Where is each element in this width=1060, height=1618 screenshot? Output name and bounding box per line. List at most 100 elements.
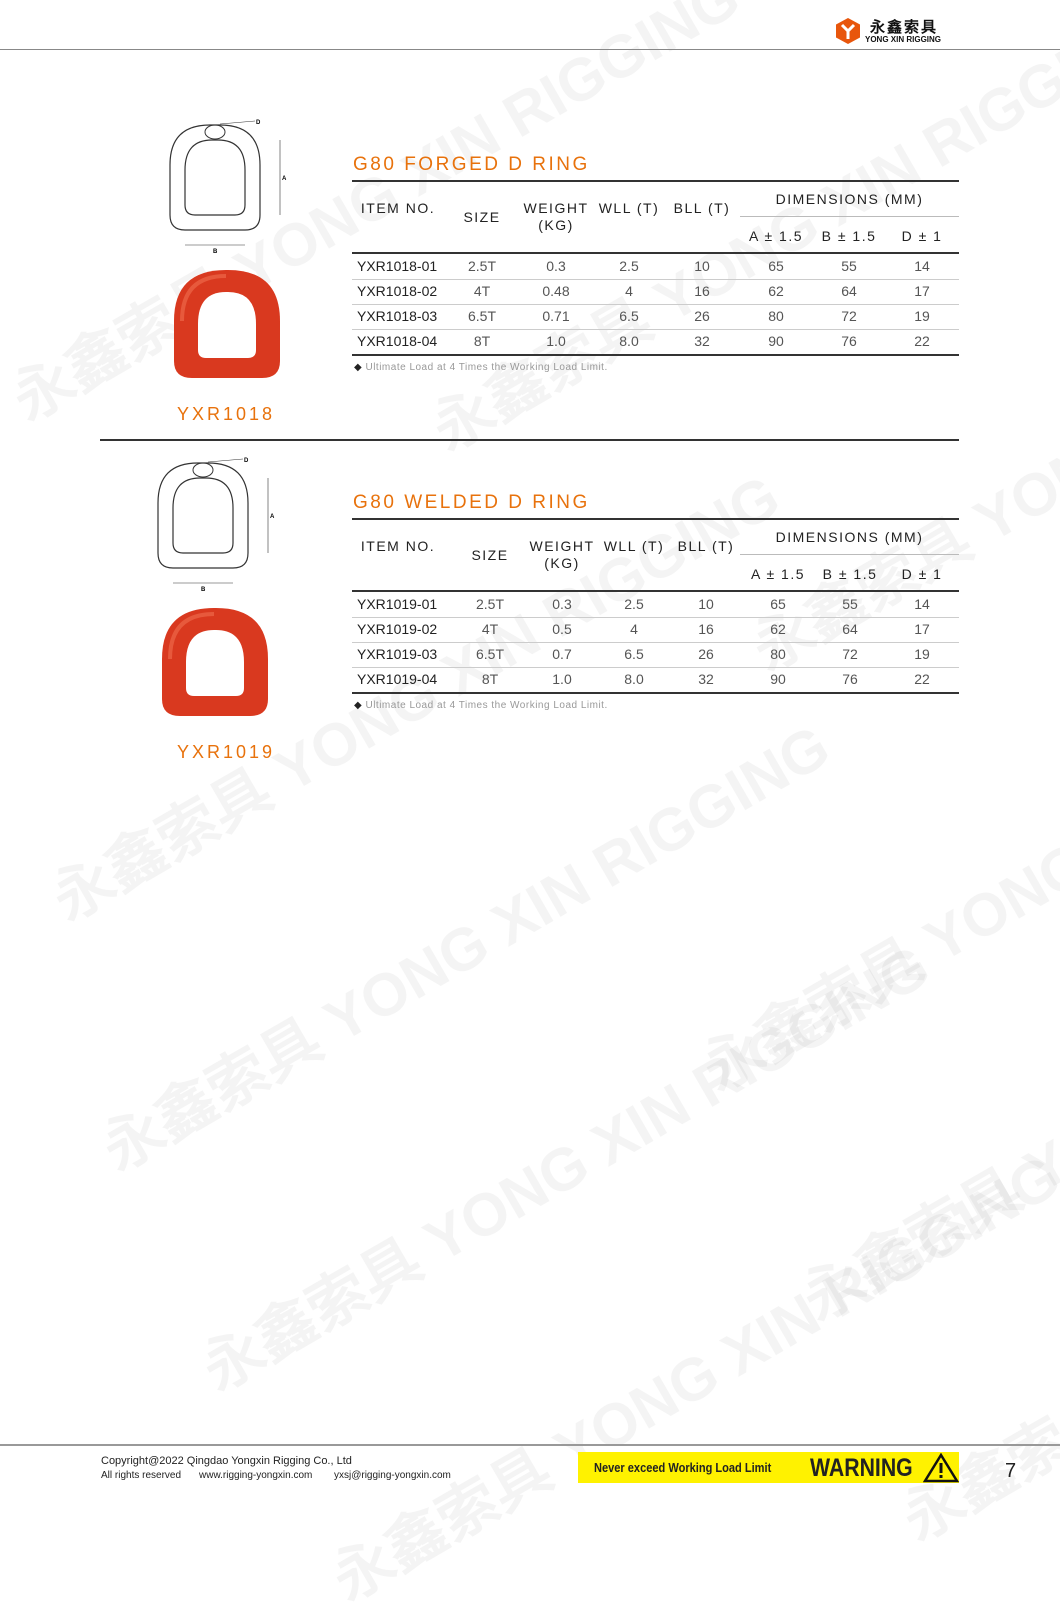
technical-drawing: D A B [169,120,287,255]
row-rule [352,667,959,668]
table-cell: 22 [914,671,930,687]
row-rule [352,642,959,643]
footer-divider [0,1444,1060,1446]
product-code: YXR1019 [177,742,276,762]
header-item: ITEM NO. [360,200,436,216]
table-cell: 80 [770,646,786,662]
table-cell: 90 [768,333,784,349]
table-cell: 32 [694,333,710,349]
table-cell: 2.5 [624,596,644,612]
watermark: 永鑫索具 YONG XIN RIGGING [84,699,843,1188]
header-dim-d: D ± 1 [901,228,943,244]
table-cell: YXR1019-04 [357,671,438,687]
table-cell: 76 [842,671,858,687]
watermark: 永鑫索具 YONG XIN RIGGING [184,919,943,1408]
table-cell: 1.0 [552,671,572,687]
dimension-label-a: A [282,176,287,182]
table-cell: YXR1018-03 [357,308,438,324]
diamond-bullet-icon: ◆ [354,362,363,373]
table-cell: 0.48 [542,283,570,299]
table-cell: 4 [625,283,633,299]
dimension-label-d: D [244,458,249,464]
table-cell: 4 [630,621,638,637]
table-top-rule [352,518,959,520]
row-rule [352,304,959,305]
table-cell: 6.5T [475,646,504,662]
header-wll: WLL (T) [603,538,665,554]
table-cell: 72 [842,646,858,662]
table-cell: 16 [698,621,714,637]
copyright: Copyright@2022 Qingdao Yongxin Rigging C… [101,1455,352,1467]
table-cell: 0.71 [542,308,570,324]
header-bottom-rule [352,590,959,592]
table-note: ◆ Ultimate Load at 4 Times the Working L… [354,700,608,711]
table-cell: 80 [768,308,784,324]
watermark: 永鑫索具 YONG XIN RIGGING [784,849,1060,1338]
header-dim-b: B ± 1.5 [821,228,877,244]
table-cell: 19 [914,308,930,324]
table-cell: 90 [770,671,786,687]
table-cell: YXR1019-03 [357,646,438,662]
header-bottom-rule [352,252,959,254]
product-photo [162,608,268,716]
website-link[interactable]: www.rigging-yongxin.com [199,1470,313,1481]
note-text: Ultimate Load at 4 Times the Working Loa… [365,362,608,373]
table-cell: 22 [914,333,930,349]
table-cell: 14 [914,596,930,612]
brand-hexagon-icon [836,18,860,44]
table-top-rule [352,180,959,182]
table-cell: 0.3 [546,258,566,274]
row-rule [352,692,959,694]
product-photo [174,270,280,378]
table-cell: 0.7 [552,646,572,662]
table-cell: 6.5T [467,308,496,324]
dimension-label-d: D [256,120,261,126]
table-cell: 0.5 [552,621,572,637]
header-weight: WEIGHT (KG) [523,200,589,233]
header-dim-a: A ± 1.5 [749,228,803,244]
header-dim-d: D ± 1 [901,566,943,582]
product-code: YXR1018 [177,404,276,424]
header-dim-a: A ± 1.5 [751,566,805,582]
table-cell: 8.0 [619,333,639,349]
table-cell: 64 [841,283,857,299]
table-cell: 8.0 [624,671,644,687]
table-cell: 62 [770,621,786,637]
table-cell: 65 [768,258,784,274]
table-cell: 26 [694,308,710,324]
brand-name-cn: 永鑫索具 [870,19,939,36]
table-cell: 2.5T [467,258,496,274]
dimensions-rule [740,554,959,555]
page-number: 7 [1005,1460,1017,1482]
table-cell: YXR1019-02 [357,621,438,637]
table-cell: 17 [914,621,930,637]
header-weight: WEIGHT (KG) [529,538,595,571]
table-cell: 8T [481,671,499,687]
row-rule [352,617,959,618]
table-cell: YXR1019-01 [357,596,438,612]
table-note: ◆ Ultimate Load at 4 Times the Working L… [354,362,608,373]
table-cell: 2.5T [475,596,504,612]
header-size: SIZE [471,547,509,563]
header-item: ITEM NO. [360,538,436,554]
table-cell: 4T [481,621,499,637]
section-title: G80 FORGED D RING [353,154,590,175]
table-cell: YXR1018-02 [357,283,438,299]
row-rule [352,354,959,356]
table-cell: 10 [694,258,710,274]
table-cell: 10 [698,596,714,612]
table-cell: 72 [841,308,857,324]
table-cell: 64 [842,621,858,637]
brand-name-en: YONG XIN RIGGING [865,35,942,44]
header-bll: BLL (T) [677,538,735,554]
table-cell: YXR1018-01 [357,258,438,274]
warning-triangle-icon [923,1453,959,1483]
email-link[interactable]: yxsj@rigging-yongxin.com [334,1470,451,1481]
table-cell: 76 [841,333,857,349]
table-cell: 55 [842,596,858,612]
table-cell: 1.0 [546,333,566,349]
note-text: Ultimate Load at 4 Times the Working Loa… [365,700,608,711]
rights: All rights reserved [101,1470,182,1481]
header-dimensions: DIMENSIONS (MM) [775,529,924,545]
table-cell: 14 [914,258,930,274]
